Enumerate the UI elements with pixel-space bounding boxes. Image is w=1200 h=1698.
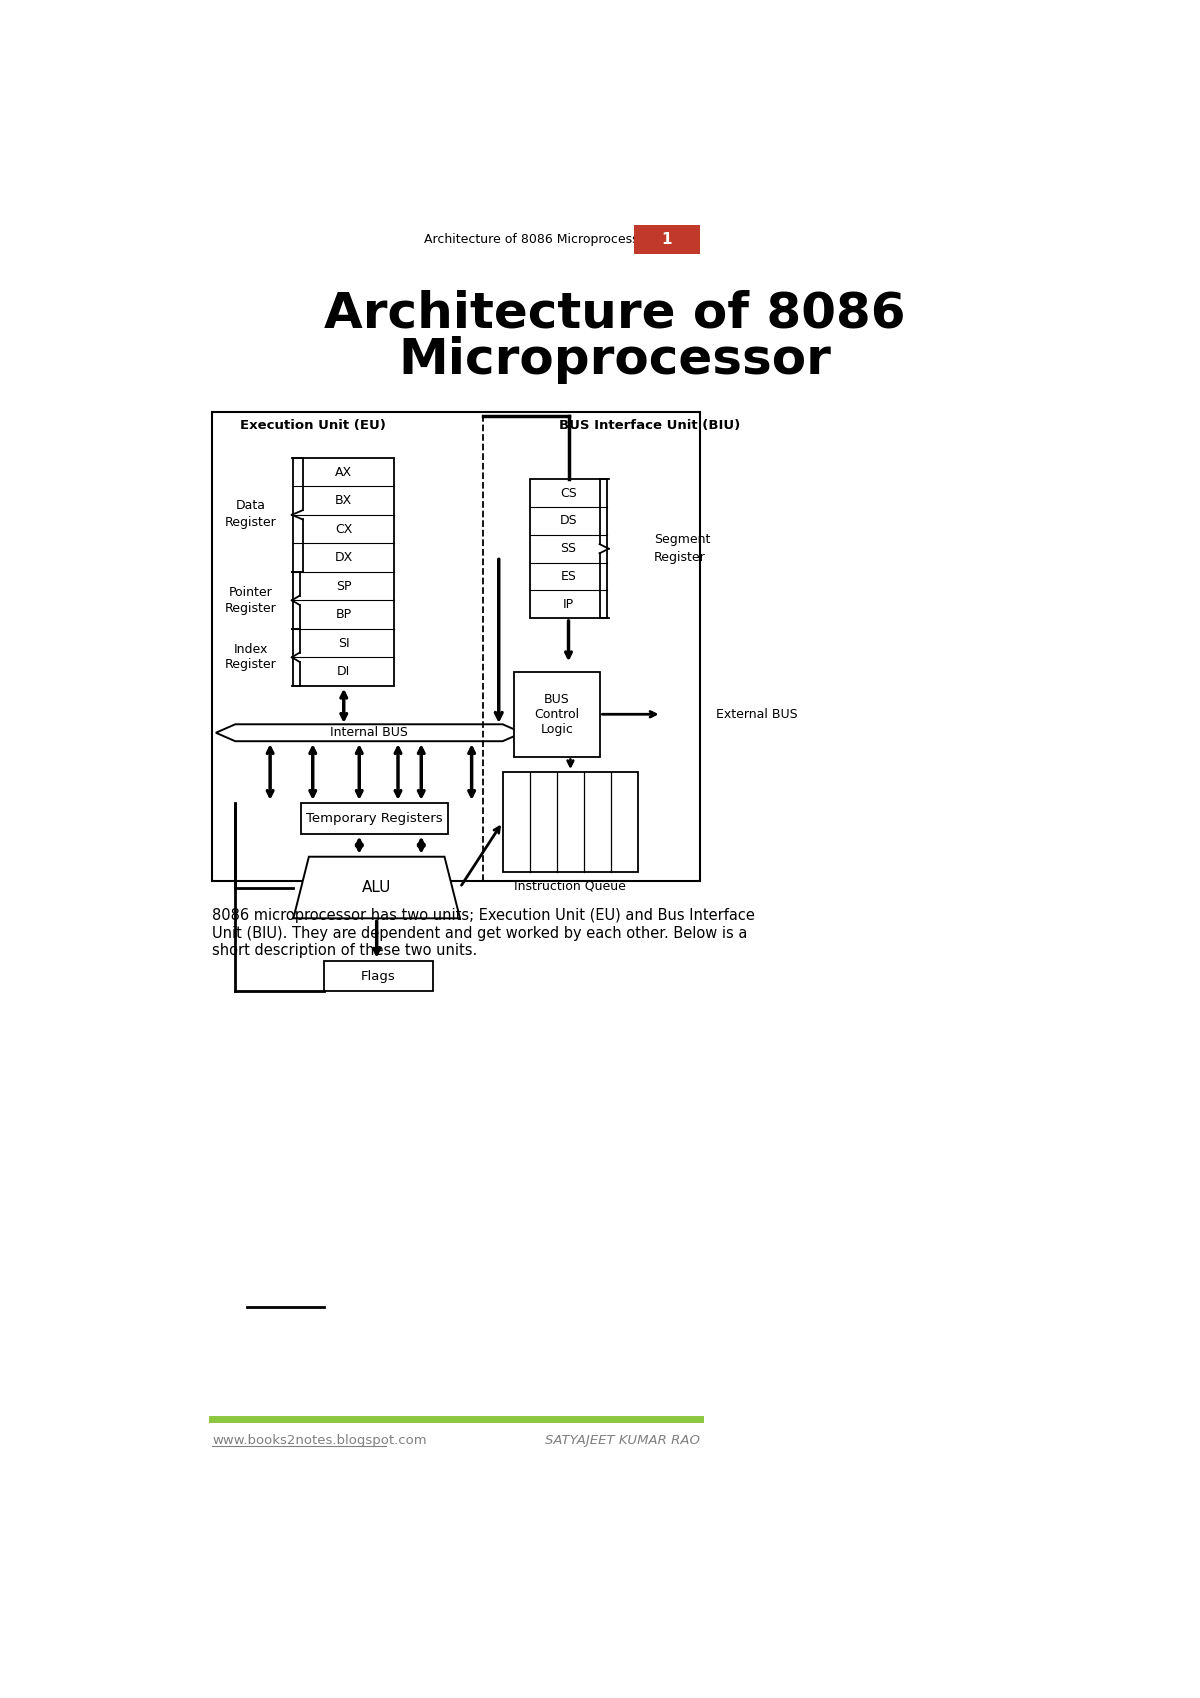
Bar: [529, 479, 607, 618]
Text: ES: ES: [560, 571, 576, 582]
Text: Register: Register: [224, 659, 277, 671]
Bar: [212, 411, 701, 881]
Text: Pointer: Pointer: [229, 586, 272, 599]
Bar: [503, 773, 638, 873]
Text: DS: DS: [559, 514, 577, 528]
Text: SATYAJEET KUMAR RAO: SATYAJEET KUMAR RAO: [545, 1435, 701, 1447]
Text: Temporary Registers: Temporary Registers: [306, 812, 443, 825]
Text: Execution Unit (EU): Execution Unit (EU): [240, 419, 385, 431]
Text: Segment: Segment: [654, 533, 710, 547]
Text: External BUS: External BUS: [715, 708, 797, 720]
Text: Register: Register: [224, 516, 277, 530]
Text: Register: Register: [654, 552, 706, 564]
Bar: [515, 672, 600, 757]
Text: SS: SS: [560, 542, 576, 555]
Text: 1: 1: [661, 231, 672, 246]
Bar: [293, 458, 394, 686]
Text: AX: AX: [335, 465, 353, 479]
Text: Instruction Queue: Instruction Queue: [515, 880, 626, 893]
Text: www.books2notes.blogspot.com: www.books2notes.blogspot.com: [212, 1435, 427, 1447]
Text: CX: CX: [335, 523, 353, 535]
Text: Internal BUS: Internal BUS: [330, 727, 408, 739]
Bar: [324, 961, 433, 992]
Text: SP: SP: [336, 579, 352, 593]
Text: SI: SI: [338, 637, 349, 650]
Text: DX: DX: [335, 552, 353, 564]
Text: Architecture of 8086: Architecture of 8086: [324, 290, 906, 338]
Text: Architecture of 8086 Microprocessor: Architecture of 8086 Microprocessor: [424, 233, 652, 246]
Text: Flags: Flags: [361, 970, 396, 983]
Bar: [635, 224, 701, 253]
Polygon shape: [216, 725, 522, 742]
Text: Data: Data: [235, 499, 265, 513]
Text: Index: Index: [234, 644, 268, 655]
Text: CS: CS: [560, 487, 577, 499]
Text: DI: DI: [337, 666, 350, 678]
Text: BP: BP: [336, 608, 352, 621]
Bar: [301, 803, 449, 834]
Text: BX: BX: [335, 494, 353, 508]
Text: Register: Register: [224, 601, 277, 615]
Text: 8086 microprocessor has two units; Execution Unit (EU) and Bus Interface
Unit (B: 8086 microprocessor has two units; Execu…: [212, 908, 755, 958]
Polygon shape: [293, 857, 460, 919]
Text: BUS Interface Unit (BIU): BUS Interface Unit (BIU): [559, 419, 740, 431]
Text: ALU: ALU: [362, 880, 391, 895]
Text: BUS
Control
Logic: BUS Control Logic: [534, 693, 580, 735]
Text: Microprocessor: Microprocessor: [398, 336, 832, 384]
Text: IP: IP: [563, 598, 574, 611]
